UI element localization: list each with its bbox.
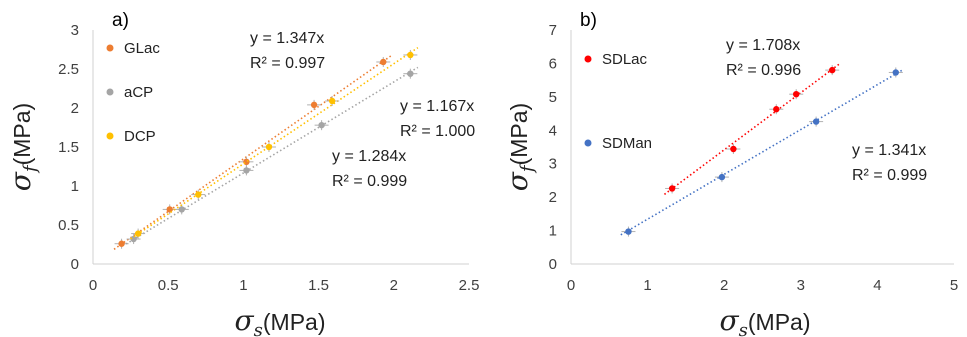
data-point (625, 228, 632, 235)
y-tick-label: 5 (549, 89, 557, 106)
x-axis-unit: (MPa) (263, 309, 326, 335)
x-axis-title: σs(MPa) (720, 304, 811, 337)
panel-label: a) (112, 10, 129, 31)
data-point (730, 145, 737, 153)
data-point (318, 121, 325, 129)
y-tick-label: 1 (71, 178, 79, 195)
y-tick-label: 6 (549, 55, 557, 72)
data-point (829, 66, 836, 74)
trend-r-squared: R² = 0.996 (726, 62, 801, 79)
trendline (125, 66, 419, 245)
legend-marker (584, 55, 592, 63)
data-point (718, 173, 726, 181)
y-axis-title: σf(MPa) (4, 103, 41, 191)
trend-equation: y = 1.341x (852, 142, 926, 159)
y-tick-label: 2 (549, 189, 557, 206)
trendline (620, 68, 904, 236)
x-tick-label: 2 (720, 277, 728, 294)
legend-label: SDMan (602, 135, 652, 152)
y-axis-unit: (MPa) (506, 103, 532, 166)
legend-marker (106, 88, 114, 96)
data-point (668, 185, 676, 192)
legend-marker (584, 139, 592, 147)
trendline (130, 47, 419, 240)
data-point (118, 240, 125, 247)
data-point (166, 206, 173, 213)
x-tick-label: 2.5 (459, 277, 480, 294)
panel-label: b) (580, 10, 597, 31)
trend-equation: y = 1.347x (250, 30, 324, 47)
legend-marker (106, 132, 114, 140)
series-sdlac: SDLac y = 1.708x R² = 0.996 (584, 37, 841, 195)
x-axis-unit: (MPa) (748, 309, 811, 335)
series-dcp: DCP y = 1.284x R² = 0.999 (106, 47, 419, 240)
x-axis-symbol: σ (720, 304, 740, 337)
data-point (243, 167, 250, 174)
data-point (380, 58, 387, 66)
trend-r-squared: R² = 0.999 (852, 167, 927, 184)
x-tick-label: 4 (873, 277, 881, 294)
y-axis-symbol: σ (501, 171, 534, 191)
data-point (793, 90, 800, 98)
trend-equation: y = 1.167x (400, 98, 474, 115)
data-point (407, 70, 414, 77)
y-tick-label: 3 (71, 22, 79, 39)
trend-equation: y = 1.284x (332, 148, 406, 165)
x-tick-label: 2 (390, 277, 398, 294)
trend-equation: y = 1.708x (726, 37, 800, 54)
y-tick-label: 3 (549, 156, 557, 173)
legend-label: DCP (124, 128, 156, 145)
data-point (310, 101, 318, 109)
y-tick-label: 0.5 (58, 217, 79, 234)
data-point (195, 191, 202, 198)
data-point (328, 97, 336, 105)
data-point (773, 106, 780, 113)
x-axis-symbol: σ (235, 304, 255, 337)
y-axis-symbol: σ (4, 171, 37, 191)
trendline (663, 62, 841, 195)
y-tick-label: 7 (549, 22, 557, 39)
y-axis-title: σf(MPa) (501, 103, 538, 191)
x-tick-label: 0 (89, 277, 97, 294)
x-axis-subscript: s (254, 320, 263, 337)
x-tick-label: 5 (950, 277, 958, 294)
trendline (113, 55, 392, 250)
series-glac: GLac y = 1.347x R² = 0.997 (106, 30, 392, 250)
y-tick-label: 0 (549, 256, 557, 273)
x-tick-label: 1 (643, 277, 651, 294)
data-point (812, 118, 820, 125)
y-axis-unit: (MPa) (9, 103, 35, 166)
legend-marker (106, 44, 114, 52)
data-point (178, 206, 185, 213)
data-point (892, 69, 899, 76)
legend-label: GLac (124, 40, 160, 57)
series-acp: aCP y = 1.167x R² = 1.000 (106, 66, 475, 245)
x-tick-label: 0.5 (158, 277, 179, 294)
y-tick-label: 1.5 (58, 139, 79, 156)
x-axis-subscript: s (739, 320, 748, 337)
legend-label: SDLac (602, 51, 648, 68)
series-sdman: SDMan y = 1.341x R² = 0.999 (584, 67, 927, 237)
data-point (134, 230, 142, 237)
y-tick-label: 2.5 (58, 61, 79, 78)
x-tick-label: 0 (567, 277, 575, 294)
trend-r-squared: R² = 0.999 (332, 173, 407, 190)
data-point (407, 51, 414, 59)
y-tick-label: 1 (549, 223, 557, 240)
legend-label: aCP (124, 84, 153, 101)
data-point (265, 143, 273, 151)
trend-r-squared: R² = 0.997 (250, 55, 325, 72)
x-tick-label: 3 (797, 277, 805, 294)
x-tick-label: 1.5 (308, 277, 329, 294)
data-point (130, 235, 137, 243)
y-tick-label: 2 (71, 100, 79, 117)
x-axis-title: σs(MPa) (235, 304, 326, 337)
y-tick-label: 4 (549, 122, 557, 139)
chart-panel-a: 0 0.5 1 1.5 2 2.500.511.522.53 a)σs(MPa)σf(MPa… (4, 10, 479, 337)
trend-r-squared: R² = 1.000 (400, 123, 475, 140)
y-tick-label: 0 (71, 256, 79, 273)
x-tick-label: 1 (239, 277, 247, 294)
